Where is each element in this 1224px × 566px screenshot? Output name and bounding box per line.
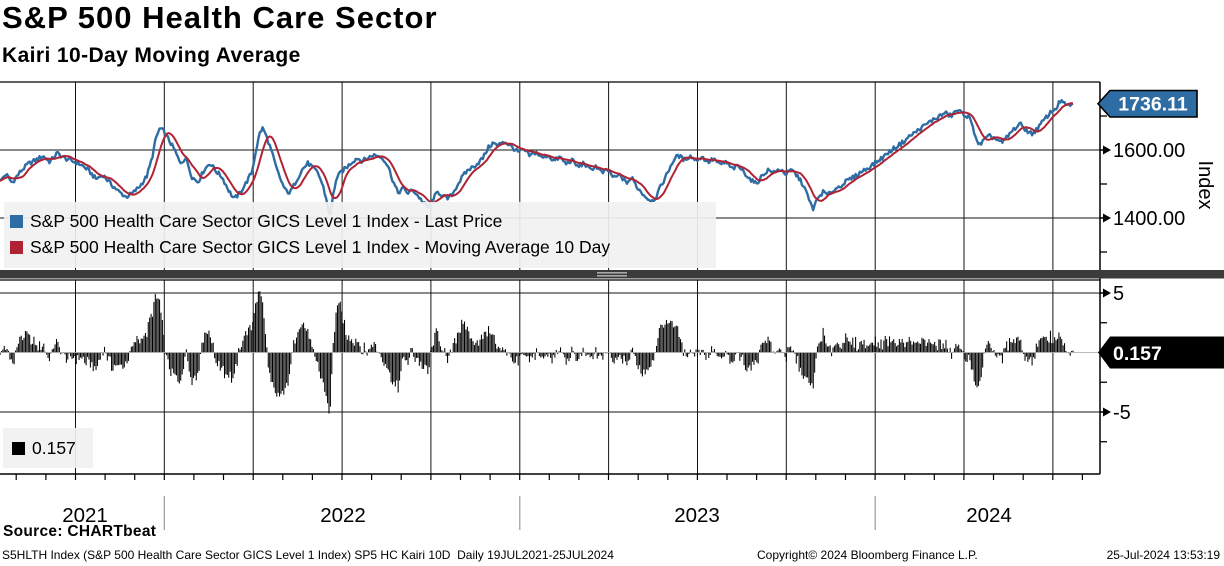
panel-borders	[0, 81, 1101, 475]
kairi-bars	[0, 291, 1100, 414]
axis-price-tags: 1736.11 0.157 Index	[1096, 89, 1224, 369]
svg-text:1400.00: 1400.00	[1113, 208, 1185, 230]
legend-row-moving-average: S&P 500 Health Care Sector GICS Level 1 …	[10, 234, 716, 260]
year-label: 2021	[62, 504, 108, 527]
footer-timestamp: 25-Jul-2024 13:53:19	[1106, 548, 1220, 562]
svg-text:1600.00: 1600.00	[1113, 140, 1185, 162]
divider-grip-handle[interactable]	[597, 272, 627, 277]
price-panel-legend: S&P 500 Health Care Sector GICS Level 1 …	[4, 202, 716, 268]
moving-average-swatch-icon	[10, 240, 23, 254]
kairi-last-value-tag	[1098, 336, 1224, 369]
panel-divider	[0, 270, 1224, 279]
last-price-tag-value: 1736.11	[1118, 94, 1188, 116]
source-line: Source: CHARTbeat	[3, 523, 157, 540]
kairi-legend-value: 0.157	[32, 437, 76, 458]
svg-text:5: 5	[1113, 283, 1124, 305]
kairi-swatch-icon	[12, 441, 25, 455]
legend-label-last-price: S&P 500 Health Care Sector GICS Level 1 …	[30, 210, 503, 231]
right-axis: 1600.00 1400.00 5 -5	[1100, 115, 1185, 443]
price-axis-title: Index	[1194, 161, 1216, 210]
year-label: 2023	[674, 504, 720, 527]
gridlines	[0, 82, 1100, 474]
page-subtitle: Kairi 10-Day Moving Average	[2, 44, 301, 67]
footer-description: S5HLTH Index (S&P 500 Health Care Sector…	[2, 548, 614, 562]
kairi-panel-legend: 0.157	[3, 428, 93, 468]
last-price-tag	[1096, 89, 1198, 118]
footer-copyright: Copyright© 2024 Bloomberg Finance L.P.	[757, 548, 978, 562]
last-price-swatch-icon	[10, 214, 23, 228]
legend-label-moving-average: S&P 500 Health Care Sector GICS Level 1 …	[30, 236, 611, 257]
year-label: 2024	[966, 504, 1012, 527]
page-title: S&P 500 Health Care Sector	[2, 0, 438, 35]
legend-row-last-price: S&P 500 Health Care Sector GICS Level 1 …	[10, 208, 716, 234]
svg-text:-5: -5	[1113, 402, 1131, 424]
moving-average-line	[0, 102, 1074, 204]
kairi-last-value-tag-value: 0.157	[1113, 343, 1162, 365]
last-price-line	[0, 99, 1074, 216]
price-lines	[0, 99, 1074, 216]
x-axis: 2021 2022 2023 2024	[15, 474, 1084, 530]
year-label: 2022	[320, 504, 366, 527]
